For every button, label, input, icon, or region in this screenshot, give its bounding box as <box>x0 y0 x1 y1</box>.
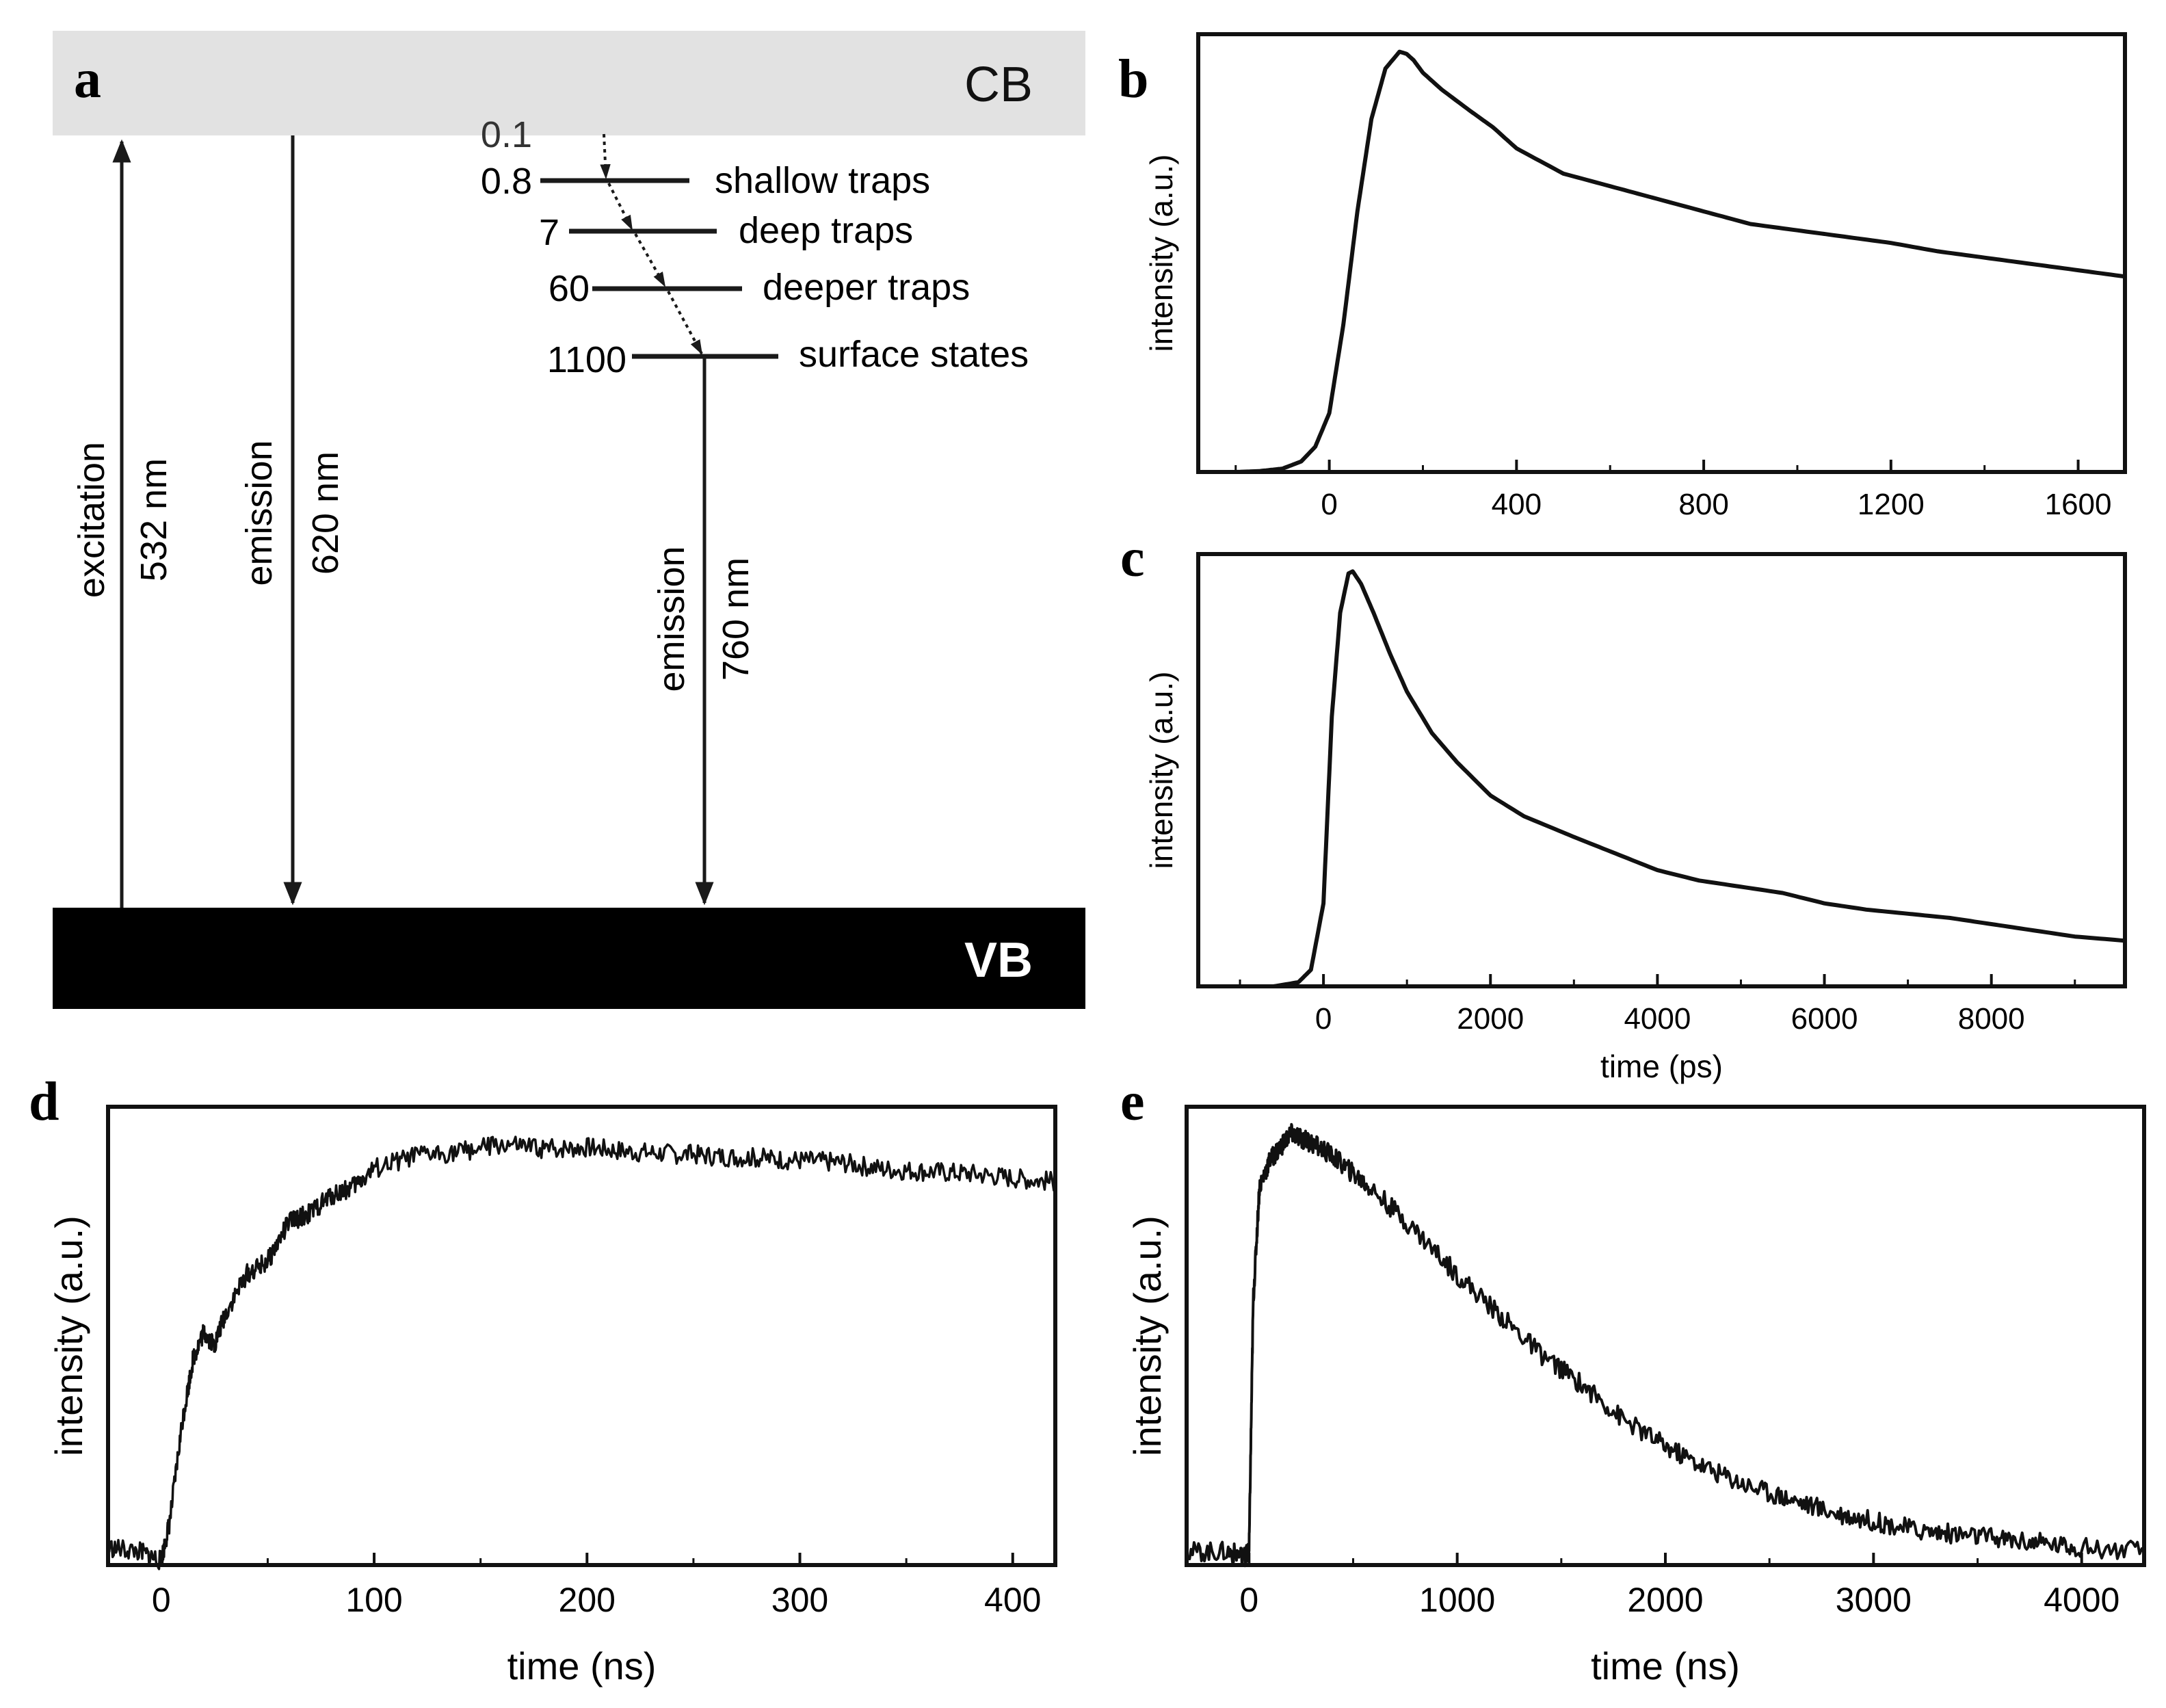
vb-label: VB <box>964 933 1033 988</box>
conduction-band <box>53 31 1085 135</box>
panel-a: a CB VB excitation 532 nm emission 620 n… <box>53 31 1085 1009</box>
panel-label-d: d <box>29 1072 60 1132</box>
trap-value-4: 1100 <box>547 339 626 380</box>
x-tick-label: 2000 <box>1627 1581 1703 1619</box>
trap-value-0: 0.1 <box>481 114 532 155</box>
plot-frame <box>1196 552 2127 988</box>
x-tick-label: 200 <box>559 1581 616 1619</box>
relaxation-arrow-3 <box>634 233 666 287</box>
trap-value-1: 0.8 <box>481 161 532 202</box>
emission-760-label: emission <box>651 546 692 692</box>
x-tick-label: 4000 <box>1624 1002 1691 1036</box>
panel-label-b: b <box>1118 49 1149 109</box>
excitation-label: excitation <box>71 442 112 598</box>
trap-label-4: surface states <box>799 334 1029 375</box>
x-tick-label: 4000 <box>2044 1581 2119 1619</box>
series-line <box>1198 569 2126 988</box>
x-axis-label: time (ns) <box>1591 1644 1740 1687</box>
series-line <box>1198 49 2126 474</box>
x-tick-label: 1600 <box>2045 488 2112 521</box>
relaxation-arrow-1 <box>600 133 611 180</box>
x-tick-label: 0 <box>1321 488 1337 521</box>
excitation-wavelength: 532 nm <box>133 458 174 581</box>
panel-label-a: a <box>74 49 101 109</box>
plot-frame <box>106 1105 1057 1567</box>
series-line <box>1185 1122 2145 1568</box>
x-tick-label: 6000 <box>1791 1002 1858 1036</box>
y-axis-label: intensity (a.u.) <box>47 1216 90 1456</box>
trap-label-1: shallow traps <box>715 160 930 201</box>
x-axis-label: time (ns) <box>507 1644 657 1687</box>
x-tick-label: 8000 <box>1958 1002 2025 1036</box>
cb-label: CB <box>964 57 1033 112</box>
y-axis-label: intensity (a.u.) <box>1144 155 1179 352</box>
x-axis-label: time (ps) <box>1600 1049 1723 1084</box>
x-tick-label: 100 <box>345 1581 402 1619</box>
chart-c: 0 2000 4000 6000 8000 intensity (a.u.) time (p… <box>1144 552 2127 1084</box>
trap-label-3: deeper traps <box>763 267 970 308</box>
emission-620-wavelength: 620 nm <box>305 451 346 575</box>
emission-620-label: emission <box>239 440 280 586</box>
relaxation-arrow-2 <box>607 183 633 231</box>
trap-value-2: 7 <box>539 212 559 253</box>
chart-d: 0 100 200 300 400 intensity (a.u.) time (ns) <box>47 1105 1057 1687</box>
trap-value-3: 60 <box>549 268 590 309</box>
chart-b: 0 400 800 1200 1600 intensity (a.u.) <box>1144 32 2127 521</box>
valence-band <box>53 908 1085 1009</box>
x-tick-label: 800 <box>1678 488 1728 521</box>
x-tick-label: 0 <box>1315 1002 1332 1036</box>
emission-760-wavelength: 760 nm <box>715 557 756 681</box>
plot-frame <box>1185 1105 2146 1567</box>
x-tick-label: 400 <box>1492 488 1542 521</box>
x-tick-label: 400 <box>984 1581 1041 1619</box>
chart-e: 0 1000 2000 3000 4000 intensity (a.u.) time (n… <box>1126 1105 2146 1687</box>
x-tick-label: 1200 <box>1858 488 1925 521</box>
plot-frame <box>1196 32 2127 474</box>
x-tick-label: 300 <box>771 1581 828 1619</box>
panel-label-c: c <box>1120 528 1145 588</box>
panel-label-e: e <box>1120 1072 1145 1132</box>
x-tick-label: 2000 <box>1457 1002 1524 1036</box>
trap-label-2: deep traps <box>739 210 913 251</box>
x-tick-label: 1000 <box>1419 1581 1495 1619</box>
series-line <box>107 1135 1057 1571</box>
x-tick-label: 0 <box>1239 1581 1258 1619</box>
y-axis-label: intensity (a.u.) <box>1126 1216 1169 1456</box>
x-tick-label: 0 <box>152 1581 171 1619</box>
y-axis-label: intensity (a.u.) <box>1144 672 1179 869</box>
x-tick-label: 3000 <box>1836 1581 1912 1619</box>
relaxation-arrow-4 <box>667 291 703 355</box>
